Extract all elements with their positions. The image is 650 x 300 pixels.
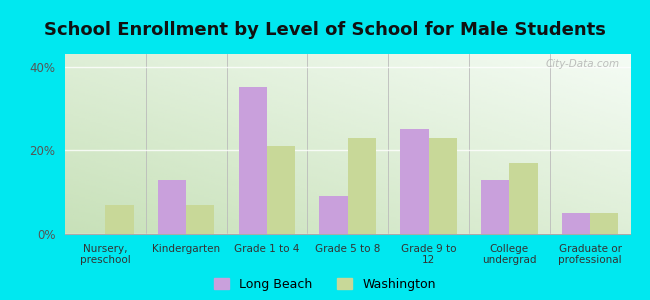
- Legend: Long Beach, Washington: Long Beach, Washington: [214, 278, 436, 291]
- Bar: [186, 205, 214, 234]
- Bar: [158, 180, 186, 234]
- Text: School Enrollment by Level of School for Male Students: School Enrollment by Level of School for…: [44, 21, 606, 39]
- Bar: [562, 213, 590, 234]
- Bar: [267, 146, 295, 234]
- Bar: [481, 180, 510, 234]
- Bar: [400, 129, 428, 234]
- Bar: [105, 205, 134, 234]
- Bar: [428, 138, 457, 234]
- Bar: [320, 196, 348, 234]
- Bar: [590, 213, 618, 234]
- Bar: [239, 88, 267, 234]
- Text: City-Data.com: City-Data.com: [545, 59, 619, 69]
- Bar: [348, 138, 376, 234]
- Bar: [510, 163, 538, 234]
